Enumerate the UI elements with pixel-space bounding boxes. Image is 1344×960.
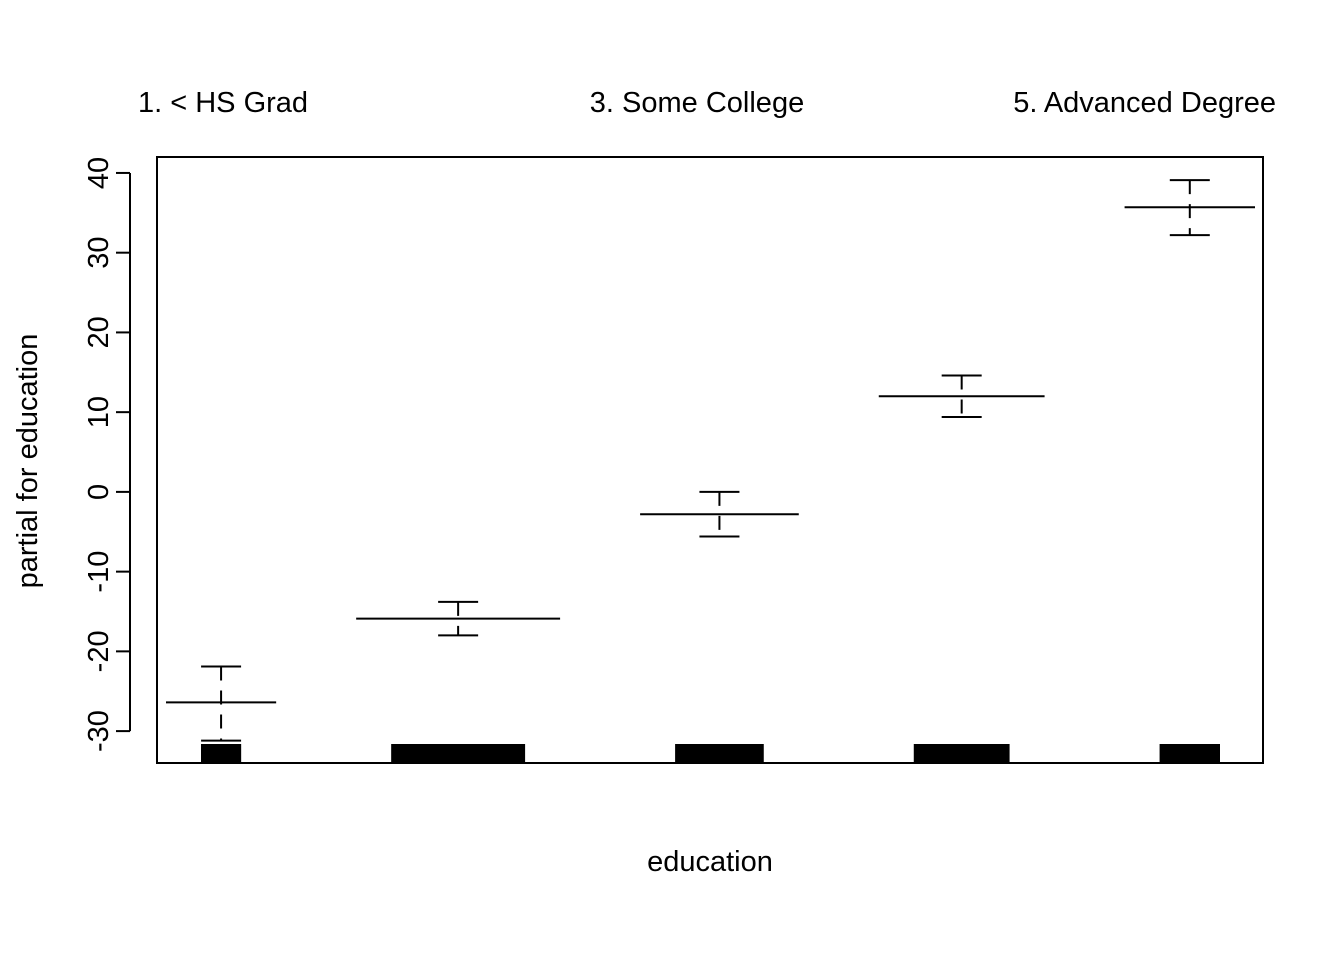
x-axis-title: education [647, 846, 773, 878]
y-tick-label-0: -30 [83, 710, 115, 752]
y-axis-title: partial for education [12, 334, 44, 589]
y-tick-label-2: -10 [83, 551, 115, 593]
y-tick-label-3: 0 [83, 484, 115, 500]
category-label-4: 5. Advanced Degree [1013, 87, 1276, 119]
rug-bar-1 [391, 744, 526, 763]
y-tick-label-7: 40 [83, 157, 115, 189]
y-tick-label-4: 10 [83, 396, 115, 428]
category-label-0: 1. < HS Grad [138, 87, 308, 119]
category-label-2: 3. Some College [590, 87, 804, 119]
plot-frame [156, 156, 1264, 764]
y-tick-label-1: -20 [83, 630, 115, 672]
category-labels: 1. < HS Grad 3. Some College 5. Advanced D… [138, 87, 1276, 119]
y-tick-label-6: 30 [83, 237, 115, 269]
chart-marks [166, 179, 1255, 763]
rug-bar-0 [201, 744, 242, 763]
rug-bar-2 [675, 744, 764, 763]
y-axis: -30 -20 -10 0 10 20 30 40 [83, 157, 131, 752]
rug-bar-4 [1159, 744, 1220, 763]
rug-bar-3 [913, 744, 1010, 763]
y-tick-label-5: 20 [83, 316, 115, 348]
